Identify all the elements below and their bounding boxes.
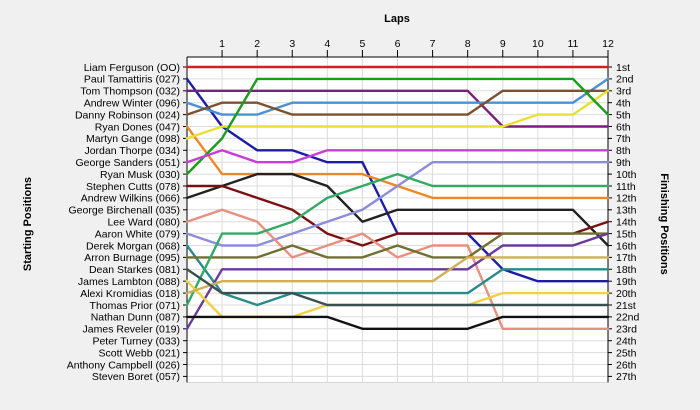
x-tick-label: 8 — [465, 38, 471, 50]
finishing-position-label: 14th — [616, 217, 637, 229]
finishing-position-label: 1st — [616, 62, 630, 74]
finishing-position-label: 6th — [616, 121, 631, 133]
starting-position-label: James Lambton (088) — [78, 276, 180, 288]
series-line-12 — [185, 160, 610, 247]
starting-position-label: Derek Morgan (068) — [86, 240, 180, 252]
series-line-4 — [185, 77, 610, 116]
series-line-19 — [185, 256, 610, 295]
x-tick-label: 1 — [219, 38, 225, 50]
finishing-position-label: 18th — [616, 264, 637, 276]
finishing-position-label: 17th — [616, 252, 637, 264]
finishing-position-label: 22nd — [616, 312, 640, 324]
left-axis-title: Starting Positions — [22, 177, 34, 271]
series-line-17 — [185, 172, 610, 307]
starting-position-label: Arron Burnage (095) — [84, 252, 180, 264]
finishing-position-label: 19th — [616, 276, 637, 288]
series-line-5 — [185, 89, 610, 116]
series-line-8 — [185, 77, 610, 176]
starting-position-label: Andrew Winter (096) — [84, 98, 180, 110]
starting-position-label: Liam Ferguson (OO) — [84, 62, 180, 74]
finishing-position-label: 20th — [616, 288, 637, 300]
series-layer — [185, 65, 610, 330]
starting-position-label: James Reveler (019) — [83, 324, 180, 336]
starting-position-label: Danny Robinson (024) — [75, 109, 180, 121]
finishing-position-label: 24th — [616, 336, 637, 348]
x-tick-label: 11 — [567, 38, 578, 50]
finishing-position-label: 25th — [616, 347, 637, 359]
starting-position-label: Ryan Dones (047) — [95, 121, 180, 133]
starting-position-label: Jordan Thorpe (034) — [84, 145, 180, 157]
x-tick-label: 3 — [289, 38, 295, 50]
starting-position-label: Thomas Prior (071) — [90, 300, 180, 312]
x-tick-label: 12 — [602, 38, 614, 50]
series-line-20 — [185, 268, 610, 307]
finishing-position-label: 26th — [616, 359, 637, 371]
finishing-position-label: 4th — [616, 98, 631, 110]
starting-position-label: George Sanders (051) — [76, 157, 180, 169]
finishing-position-label: 21st — [616, 300, 636, 312]
x-tick-label: 9 — [500, 38, 506, 50]
starting-position-label: Paul Tamattiris (027) — [84, 74, 180, 86]
series-line-15 — [185, 232, 610, 259]
series-line-3 — [185, 89, 610, 128]
starting-position-label: Martyn Gange (098) — [86, 133, 180, 145]
finishing-position-label: 27th — [616, 371, 637, 383]
starting-position-label: Nathan Dunn (087) — [91, 312, 180, 324]
series-line-13 — [185, 208, 610, 330]
finishing-position-label: 10th — [616, 169, 637, 181]
finishing-position-label: 15th — [616, 228, 637, 240]
series-line-21 — [185, 315, 610, 330]
label-layer: Laps Starting Positions Finishing Positi… — [22, 13, 670, 383]
finishing-position-label: 3rd — [616, 86, 631, 98]
finishing-position-label: 2nd — [616, 74, 634, 86]
finishing-position-label: 12th — [616, 193, 637, 205]
x-tick-label: 10 — [532, 38, 544, 50]
series-line-10 — [185, 172, 610, 247]
series-line-16 — [185, 232, 610, 330]
x-tick-label: 7 — [430, 38, 436, 50]
starting-position-label: Lee Ward (080) — [107, 217, 180, 229]
starting-position-label: Aaron White (079) — [95, 228, 180, 240]
finishing-position-label: 5th — [616, 109, 631, 121]
starting-position-label: Scott Webb (021) — [98, 347, 180, 359]
series-line-9 — [185, 149, 610, 164]
finishing-position-label: 16th — [616, 240, 637, 252]
starting-position-label: Peter Turney (033) — [92, 336, 180, 348]
starting-position-label: George Birchenall (035) — [69, 205, 180, 217]
finishing-position-label: 23rd — [616, 324, 637, 336]
series-line-14 — [185, 244, 610, 307]
finishing-position-label: 13th — [616, 205, 637, 217]
starting-position-label: Stephen Cutts (078) — [86, 181, 180, 193]
finishing-position-label: 9th — [616, 157, 631, 169]
chart-title: Laps — [384, 13, 410, 25]
starting-position-label: Steven Boret (057) — [92, 371, 180, 383]
finishing-position-label: 8th — [616, 145, 631, 157]
series-line-7 — [185, 89, 610, 140]
starting-position-label: Andrew Wilkins (066) — [81, 193, 180, 205]
finishing-position-label: 11th — [616, 181, 636, 193]
finishing-position-label: 7th — [616, 133, 631, 145]
starting-position-label: Anthony Campbell (026) — [67, 359, 180, 371]
starting-position-label: Ryan Musk (030) — [100, 169, 180, 181]
starting-position-label: Tom Thompson (032) — [80, 86, 180, 98]
starting-position-label: Alexi Kromidias (018) — [80, 288, 180, 300]
x-tick-label: 4 — [324, 38, 330, 50]
grid-layer — [183, 50, 612, 383]
x-tick-label: 6 — [395, 38, 401, 50]
starting-position-label: Dean Starkes (081) — [89, 264, 180, 276]
x-tick-label: 5 — [359, 38, 365, 50]
x-tick-label: 2 — [254, 38, 260, 50]
right-axis-title: Finishing Positions — [658, 173, 670, 274]
